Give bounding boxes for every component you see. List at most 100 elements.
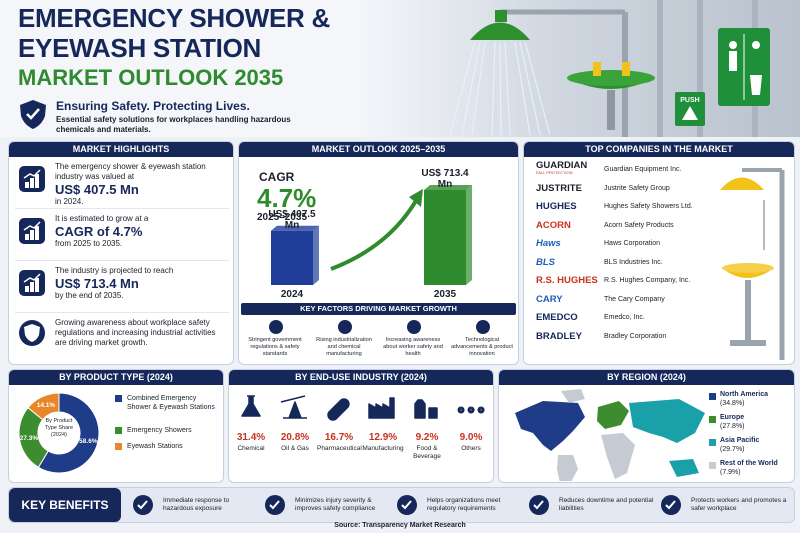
key-factor-icon	[476, 320, 490, 334]
end-use-share: 9.2%	[415, 432, 439, 443]
highlights-panel: MARKET HIGHLIGHTS The emergency shower &…	[8, 141, 234, 365]
decoration	[745, 280, 751, 340]
product-type-donut: 58.6% 27.3% 14.1%	[18, 392, 100, 474]
legend-label: Rest of the World	[720, 460, 778, 467]
shield-icon	[20, 100, 46, 129]
benefit-icon	[661, 495, 681, 515]
company-name: Hughes Safety Showers Ltd.	[604, 203, 693, 210]
donut-label: 27.3%	[20, 435, 39, 442]
highlight-item: The emergency shower & eyewash station i…	[15, 160, 229, 209]
decoration	[504, 41, 511, 136]
company-logo: CARY	[536, 293, 563, 305]
key-factor: Rising industrialization and chemical ma…	[316, 337, 372, 357]
legend-swatch	[115, 395, 122, 402]
benefit-item: Reduces downtime and potential liabiliti…	[525, 492, 657, 518]
map-region	[557, 455, 578, 481]
glyph	[269, 500, 280, 510]
growth-arrow	[330, 197, 419, 271]
title-line: EMERGENCY SHOWER &	[18, 3, 330, 33]
end-use-share: 9.0%	[459, 432, 483, 443]
legend-swatch	[709, 439, 716, 446]
donut-label: 14.1%	[37, 402, 56, 409]
decoration: The industry is projected to reach US$ 71…	[55, 266, 225, 301]
glyph	[327, 398, 350, 421]
region-panel: BY REGION (2024) North America (34.8%) Eur…	[498, 369, 795, 483]
icon-glyph	[23, 273, 41, 292]
company-logo: R.S. HUGHES	[536, 275, 598, 286]
decoration	[567, 70, 655, 86]
decoration	[519, 41, 541, 136]
glyph	[23, 273, 41, 283]
decoration: The emergency shower & eyewash station i…	[55, 162, 225, 207]
arrow-head	[409, 189, 423, 207]
donut-segment	[37, 392, 100, 474]
key-factor: Technological advancements & product inn…	[451, 337, 513, 357]
map-region	[629, 399, 705, 443]
decoration	[499, 41, 502, 136]
glyph	[414, 399, 438, 419]
highlight-item: Growing awareness about workplace safety…	[15, 314, 229, 362]
legend-label: Emergency Showers	[127, 427, 192, 434]
legend-label: Eyewash Stations	[127, 443, 183, 450]
bar-value-label: US$ 713.4 Mn	[421, 168, 469, 190]
decoration	[729, 51, 737, 71]
panel-title: BY REGION (2024)	[499, 370, 794, 385]
highlight-item: The industry is projected to reach US$ 71…	[15, 264, 229, 313]
header-background	[0, 0, 800, 137]
benefit-text: Helps organizations meet regulatory requ…	[427, 497, 501, 512]
company-row: BLS BLS Industries Inc.	[532, 254, 792, 271]
decoration	[682, 106, 698, 120]
decoration	[752, 41, 760, 49]
map-region	[597, 401, 629, 429]
company-logo: BLS	[536, 256, 555, 268]
glyph	[476, 320, 490, 334]
glyph	[457, 406, 485, 414]
glyph	[241, 395, 261, 417]
end-use-icon	[457, 406, 485, 414]
benefit-text: Reduces downtime and potential liabiliti…	[559, 497, 654, 512]
eyewash-illustration	[720, 168, 785, 360]
highlight-text: Growing awareness about workplace safety…	[55, 318, 216, 347]
bar	[424, 190, 466, 285]
decoration	[622, 62, 630, 76]
decoration	[750, 75, 762, 95]
decoration	[461, 41, 481, 136]
legend-share: (34.8%)	[720, 400, 745, 407]
benefit-icon	[265, 495, 285, 515]
map-region	[561, 389, 585, 403]
company-logo: BRADLEY	[536, 330, 582, 342]
end-use-share: 31.4%	[236, 432, 266, 443]
glyph	[25, 286, 29, 292]
bar-category-label: 2024	[280, 289, 304, 300]
company-logo-sub: FALL PROTECTION	[536, 170, 573, 175]
legend-swatch	[709, 462, 716, 469]
decoration	[471, 41, 486, 136]
icon-glyph	[23, 221, 41, 240]
decoration	[729, 41, 737, 49]
company-logo: Haws	[536, 238, 561, 249]
title-line: EYEWASH STATION	[18, 33, 261, 63]
panel-title: MARKET OUTLOOK 2025–2035	[239, 142, 518, 157]
key-factor-icon	[338, 320, 352, 334]
legend-label: North America	[720, 391, 768, 398]
key-factor-icon	[407, 320, 421, 334]
highlight-text: The emergency shower & eyewash station i…	[55, 162, 206, 181]
highlight-value: CAGR of 4.7%	[55, 224, 143, 239]
panel-title: BY END-USE INDUSTRY (2024)	[229, 370, 493, 385]
end-use-item: 9.0% Others	[449, 392, 493, 452]
company-logo: HUGHES	[536, 201, 577, 212]
bar	[271, 230, 313, 285]
decoration	[449, 41, 476, 136]
donut-center-label: By Product Type Share (2024)	[44, 418, 74, 438]
legend-swatch	[709, 416, 716, 423]
company-row: Haws Haws Corporation	[532, 235, 792, 252]
icon-glyph	[23, 169, 41, 188]
bar-value-label: US$ 407.5 Mn	[268, 208, 316, 231]
benefits-bar: KEY BENEFITS Immediate response to hazar…	[8, 487, 795, 523]
cagr-label: CAGR	[259, 170, 295, 184]
decoration	[607, 90, 615, 130]
donut-label: 58.6%	[79, 438, 98, 445]
glyph	[533, 500, 544, 510]
benefit-item: Protects workers and promotes a safer wo…	[657, 492, 789, 518]
highlight-icon	[19, 166, 45, 192]
